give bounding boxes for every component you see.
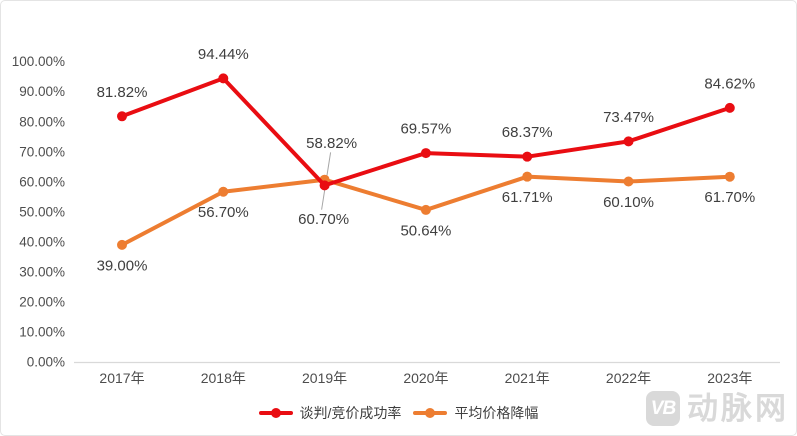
data-point-marker: [623, 136, 634, 147]
data-label: 61.71%: [502, 189, 553, 206]
x-tick-label: 2017年: [99, 370, 144, 386]
y-tick-label: 0.00%: [27, 355, 65, 370]
data-point-marker: [522, 171, 533, 182]
data-label: 81.82%: [97, 84, 148, 101]
data-point-marker: [420, 148, 431, 159]
y-tick-label: 20.00%: [19, 294, 65, 309]
data-label: 69.57%: [400, 121, 451, 138]
x-tick-label: 2018年: [201, 370, 246, 386]
data-label: 56.70%: [198, 204, 249, 221]
data-label: 60.70%: [298, 211, 349, 228]
data-label: 58.82%: [306, 135, 357, 152]
x-tick-label: 2022年: [606, 370, 651, 386]
legend-item-success-rate: 谈判/竞价成功率: [258, 403, 402, 423]
data-label: 84.62%: [704, 75, 755, 92]
legend-marker-red-dot-icon: [270, 408, 281, 418]
legend-label-success-rate: 谈判/竞价成功率: [299, 405, 402, 421]
chart-legend: 谈判/竞价成功率 平均价格降幅: [1, 402, 796, 424]
data-point-marker: [117, 111, 127, 122]
x-tick-label: 2021年: [505, 370, 550, 386]
watermark-vbdata: VB 动脉网: [646, 391, 789, 426]
data-point-marker: [623, 176, 634, 187]
x-tick-label: 2023年: [707, 370, 752, 386]
legend-label-avg-price-drop: 平均价格降幅: [454, 405, 539, 421]
data-point-marker: [420, 204, 431, 215]
legend-marker-red-line-icon: [258, 408, 293, 418]
data-point-marker: [724, 102, 735, 113]
y-tick-label: 80.00%: [19, 114, 65, 129]
y-tick-label: 40.00%: [19, 234, 65, 249]
legend-item-avg-price-drop: 平均价格降幅: [413, 403, 538, 423]
x-tick-label: 2019年: [302, 370, 347, 386]
data-label: 73.47%: [603, 109, 654, 126]
data-label: 39.00%: [97, 257, 148, 274]
data-label: 94.44%: [198, 46, 249, 63]
y-tick-label: 70.00%: [19, 144, 65, 159]
x-tick-label: 2020年: [403, 370, 448, 386]
data-label: 50.64%: [400, 222, 451, 239]
y-tick-label: 90.00%: [19, 84, 65, 99]
y-tick-label: 10.00%: [19, 324, 65, 339]
data-label: 68.37%: [502, 124, 553, 141]
legend-marker-orange-line-icon: [413, 408, 448, 418]
data-point-marker: [319, 180, 330, 191]
watermark-text: 动脉网: [687, 391, 789, 426]
data-label: 60.10%: [603, 194, 654, 211]
y-tick-label: 60.00%: [19, 174, 65, 189]
y-tick-label: 50.00%: [19, 204, 65, 219]
legend-marker-orange-dot-icon: [425, 408, 436, 418]
data-label: 61.70%: [704, 189, 755, 206]
y-tick-label: 100.00%: [12, 54, 65, 69]
data-point-marker: [218, 186, 229, 197]
vb-logo-icon: VB: [646, 391, 680, 426]
data-point-marker: [117, 239, 127, 250]
data-point-marker: [522, 151, 533, 162]
y-tick-label: 30.00%: [19, 264, 65, 279]
data-point-marker: [724, 171, 735, 182]
data-point-marker: [218, 73, 229, 84]
